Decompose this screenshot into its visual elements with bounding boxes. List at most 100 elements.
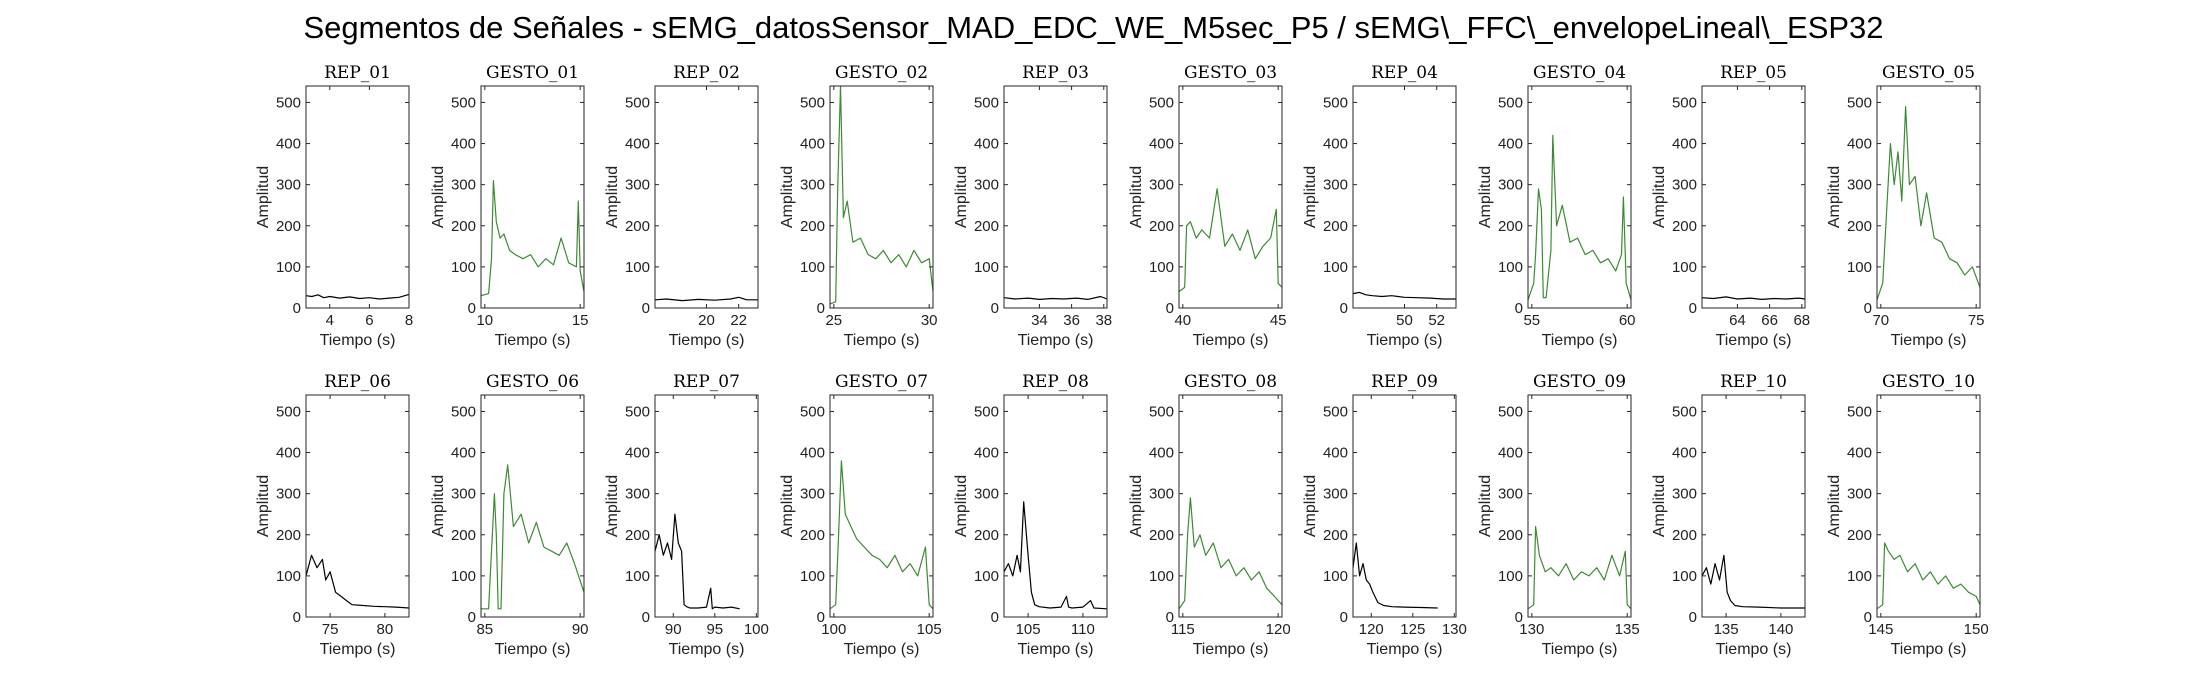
- axes-box: [1003, 85, 1108, 309]
- y-tick-label: 400: [625, 136, 650, 153]
- y-tick-label: 500: [1323, 403, 1348, 420]
- x-tick-label: 4: [326, 312, 334, 329]
- y-tick-label: 0: [468, 300, 476, 317]
- y-tick-label: 400: [1672, 445, 1697, 462]
- y-tick-label: 200: [800, 527, 825, 544]
- x-tick-label: 95: [706, 621, 723, 638]
- x-tick-label: 90: [665, 621, 682, 638]
- y-tick-label: 300: [1672, 486, 1697, 503]
- series-line: [481, 464, 585, 610]
- y-axis-label: Amplitud: [255, 166, 272, 228]
- subplot-title: REP_01: [324, 63, 391, 83]
- y-tick-label: 100: [1672, 259, 1697, 276]
- y-tick-label: 500: [1672, 94, 1697, 111]
- y-tick-label: 300: [1847, 486, 1872, 503]
- y-axis-label: Amplitud: [953, 475, 970, 537]
- x-axis-label: Tiempo (s): [1891, 641, 1967, 658]
- y-tick-label: 0: [642, 609, 650, 626]
- y-tick-label: 400: [974, 136, 999, 153]
- x-tick-label: 85: [476, 621, 493, 638]
- y-tick-label: 400: [1149, 136, 1174, 153]
- subplot-title: GESTO_07: [835, 372, 928, 392]
- subplot-gesto-04: 0 100 200 300 400 500 55 60 GESTO_04 Tiempo (s) Am…: [1477, 63, 1636, 349]
- subplot-title: GESTO_02: [835, 63, 928, 83]
- subplot-title: REP_06: [324, 372, 391, 392]
- x-axis-label: Tiempo (s): [1018, 332, 1094, 349]
- y-tick-label: 500: [625, 403, 650, 420]
- y-tick-label: 300: [1498, 177, 1523, 194]
- x-axis-label: Tiempo (s): [1716, 332, 1792, 349]
- y-tick-label: 0: [1340, 300, 1348, 317]
- y-tick-label: 0: [991, 300, 999, 317]
- y-tick-label: 100: [974, 259, 999, 276]
- axes-box: [1701, 85, 1806, 309]
- y-tick-label: 0: [1515, 609, 1523, 626]
- y-tick-label: 400: [1672, 136, 1697, 153]
- axes-box: [654, 85, 759, 309]
- y-tick-label: 100: [276, 259, 301, 276]
- y-tick-label: 500: [451, 403, 476, 420]
- y-tick-label: 200: [276, 527, 301, 544]
- y-tick-label: 500: [276, 403, 301, 420]
- subplot-rep-03: 0 100 200 300 400 500 34 36 38 REP_03 Tiempo (s) Am…: [953, 63, 1112, 349]
- y-tick-label: 0: [1864, 300, 1872, 317]
- x-tick-label: 130: [1442, 621, 1467, 638]
- y-tick-label: 100: [625, 259, 650, 276]
- y-tick-label: 500: [276, 94, 301, 111]
- x-tick-label: 110: [1071, 621, 1095, 638]
- x-tick-label: 8: [405, 312, 413, 329]
- axes-box: [480, 394, 585, 618]
- y-tick-label: 300: [1323, 486, 1348, 503]
- series-line: [654, 513, 740, 610]
- x-tick-label: 38: [1095, 312, 1112, 329]
- y-tick-label: 200: [451, 527, 476, 544]
- y-tick-label: 200: [1847, 527, 1872, 544]
- subplot-gesto-03: 0 100 200 300 400 500 40 45 GESTO_03 Tiempo (s) Am…: [1128, 63, 1287, 349]
- x-tick-label: 55: [1523, 312, 1540, 329]
- axes-box: [1352, 394, 1457, 618]
- y-tick-label: 100: [1323, 259, 1348, 276]
- y-tick-label: 400: [800, 136, 825, 153]
- subplot-title: GESTO_01: [486, 63, 579, 83]
- series-line: [1701, 554, 1805, 609]
- x-tick-label: 10: [476, 312, 493, 329]
- y-tick-label: 100: [1149, 259, 1174, 276]
- x-tick-label: 135: [1714, 621, 1739, 638]
- y-tick-label: 400: [276, 445, 301, 462]
- y-tick-label: 200: [451, 218, 476, 235]
- series-line: [829, 85, 934, 305]
- x-tick-label: 20: [698, 312, 715, 329]
- y-tick-label: 0: [991, 609, 999, 626]
- subplot-rep-05: 0 100 200 300 400 500 64 66 68 REP_05 Tiempo (s) Am…: [1651, 63, 1810, 349]
- axes-box: [1178, 85, 1283, 309]
- x-tick-label: 100: [744, 621, 769, 638]
- axes-box: [829, 85, 934, 309]
- axes-box: [1876, 85, 1981, 309]
- y-tick-label: 300: [276, 177, 301, 194]
- x-axis-label: Tiempo (s): [1193, 641, 1269, 658]
- x-tick-label: 36: [1063, 312, 1080, 329]
- y-tick-label: 400: [1323, 136, 1348, 153]
- y-tick-label: 0: [1166, 300, 1174, 317]
- x-tick-label: 130: [1519, 621, 1544, 638]
- y-tick-label: 300: [974, 486, 999, 503]
- axes-box: [1527, 394, 1632, 618]
- x-tick-label: 34: [1031, 312, 1048, 329]
- y-tick-label: 500: [451, 94, 476, 111]
- x-tick-label: 80: [377, 621, 394, 638]
- x-tick-label: 45: [1270, 312, 1287, 329]
- x-tick-label: 22: [730, 312, 747, 329]
- y-tick-label: 200: [974, 527, 999, 544]
- y-tick-label: 300: [625, 486, 650, 503]
- x-axis-label: Tiempo (s): [1018, 641, 1094, 658]
- y-tick-label: 300: [800, 177, 825, 194]
- y-tick-label: 500: [1149, 403, 1174, 420]
- y-axis-label: Amplitud: [430, 166, 447, 228]
- subplot-rep-08: 0 100 200 300 400 500 105 110 REP_08 Tiempo (s) Am…: [953, 372, 1108, 658]
- x-tick-label: 115: [1171, 621, 1195, 638]
- series-line: [1352, 291, 1456, 300]
- subplot-rep-01: 0 100 200 300 400 500 4 6 8 REP_01 Tiempo (s) Ampli…: [255, 63, 413, 349]
- subplot-rep-10: 0 100 200 300 400 500 135 140 REP_10 Tiempo (s) Am…: [1651, 372, 1806, 658]
- y-tick-label: 300: [800, 486, 825, 503]
- x-tick-label: 60: [1619, 312, 1636, 329]
